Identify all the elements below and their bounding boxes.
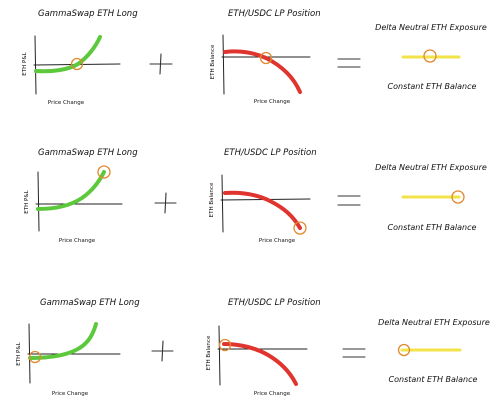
- position-marker: [70, 57, 84, 71]
- position-marker: [293, 221, 307, 235]
- y-axis: [221, 174, 224, 233]
- lp-title: ETH/USDC LP Position: [224, 148, 317, 158]
- gammaswap-xlabel: Price Change: [52, 391, 89, 397]
- equals-operator: [337, 195, 361, 206]
- lp-xlabel: Price Change: [254, 99, 291, 105]
- result-caption: Constant ETH Balance: [388, 82, 477, 91]
- gammaswap-ylabel: ETH P&L: [16, 341, 22, 365]
- lp-curve: [223, 49, 302, 94]
- position-marker: [28, 350, 42, 364]
- gammaswap-title: GammaSwap ETH Long: [40, 298, 140, 308]
- lp-ylabel: ETH Balance: [209, 182, 215, 217]
- position-marker: [397, 343, 411, 357]
- gammaswap-chart: GammaSwap ETH Long ETH P&L Price Change: [24, 148, 138, 244]
- lp-xlabel: Price Change: [254, 391, 291, 397]
- gammaswap-chart: GammaSwap ETH Long ETH P&L Price Change: [22, 9, 138, 106]
- lp-ylabel: ETH Balance: [210, 44, 216, 79]
- result-caption: Constant ETH Balance: [388, 223, 477, 232]
- lp-xlabel: Price Change: [259, 238, 296, 244]
- gammaswap-ylabel: ETH P&L: [24, 189, 30, 213]
- position-marker: [97, 165, 111, 179]
- gammaswap-xlabel: Price Change: [48, 100, 85, 106]
- result-title: Delta Neutral ETH Exposure: [375, 23, 487, 32]
- lp-chart: ETH/USDC LP Position ETH Balance Price C…: [209, 148, 317, 244]
- gammaswap-xlabel: Price Change: [59, 238, 96, 244]
- lp-title: ETH/USDC LP Position: [228, 298, 321, 308]
- result-panel: Delta Neutral ETH Exposure Constant ETH …: [378, 318, 490, 384]
- gammaswap-title: GammaSwap ETH Long: [38, 9, 138, 19]
- lp-chart: ETH/USDC LP Position ETH Balance Price C…: [206, 298, 321, 397]
- result-title: Delta Neutral ETH Exposure: [375, 163, 487, 172]
- lp-chart: ETH/USDC LP Position ETH Balance Price C…: [210, 9, 321, 105]
- y-axis: [37, 171, 40, 232]
- result-panel: Delta Neutral ETH Exposure Constant ETH …: [375, 23, 487, 91]
- row-2: GammaSwap ETH Long ETH P&L Price Change …: [24, 148, 487, 244]
- row-3: GammaSwap ETH Long ETH P&L Price Change …: [16, 298, 490, 397]
- y-axis: [222, 34, 225, 95]
- row-1: GammaSwap ETH Long ETH P&L Price Change …: [22, 9, 487, 106]
- result-caption: Constant ETH Balance: [389, 375, 478, 384]
- gammaswap-curve: [28, 322, 98, 360]
- position-marker: [423, 49, 437, 63]
- gammaswap-curve: [36, 170, 106, 211]
- lp-title: ETH/USDC LP Position: [228, 9, 321, 19]
- lp-curve: [222, 342, 298, 386]
- position-marker: [218, 338, 232, 352]
- equals-operator: [342, 348, 366, 358]
- lp-ylabel: ETH Balance: [206, 335, 212, 370]
- gammaswap-ylabel: ETH P&L: [22, 51, 28, 75]
- gammaswap-title: GammaSwap ETH Long: [38, 148, 138, 158]
- result-title: Delta Neutral ETH Exposure: [378, 318, 490, 327]
- result-panel: Delta Neutral ETH Exposure Constant ETH …: [375, 163, 487, 232]
- plus-operator: [149, 53, 173, 75]
- plus-operator: [154, 192, 177, 214]
- position-marker: [451, 190, 465, 204]
- position-marker: [259, 51, 273, 65]
- gammaswap-chart: GammaSwap ETH Long ETH P&L Price Change: [16, 298, 140, 397]
- lp-curve: [223, 190, 302, 230]
- y-axis: [218, 325, 221, 386]
- equals-operator: [337, 58, 361, 68]
- plus-operator: [151, 340, 174, 362]
- gammaswap-curve: [34, 35, 102, 74]
